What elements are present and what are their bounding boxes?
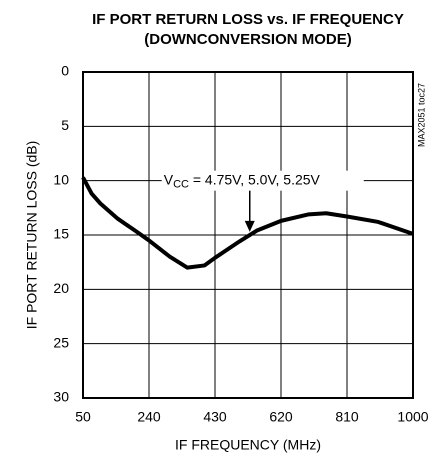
chart-title: (DOWNCONVERSION MODE) — [144, 31, 352, 48]
annotation-bg — [161, 170, 364, 191]
y-tick-label: 5 — [61, 117, 69, 133]
annotation-arrowhead — [244, 220, 255, 232]
x-tick-label: 50 — [75, 409, 91, 425]
y-tick-label: 15 — [53, 226, 69, 242]
y-tick-label: 30 — [53, 389, 69, 405]
chart-title: IF PORT RETURN LOSS vs. IF FREQUENCY — [92, 11, 404, 28]
x-tick-label: 620 — [269, 409, 293, 425]
x-tick-label: 240 — [137, 409, 161, 425]
annotation: VCC = 4.75V, 5.0V, 5.25V — [164, 171, 321, 190]
y-tick-label: 0 — [61, 63, 69, 79]
x-tick-label: 1000 — [397, 409, 428, 425]
y-tick-label: 10 — [53, 171, 69, 187]
x-tick-label: 430 — [203, 409, 227, 425]
annotation-part: V — [164, 171, 174, 187]
annotation-part: = 4.75V, 5.0V, 5.25V — [189, 171, 321, 187]
y-axis-label: IF PORT RETURN LOSS (dB) — [24, 141, 40, 330]
x-tick-label: 810 — [335, 409, 359, 425]
data-line — [81, 176, 414, 270]
plot-frame — [82, 71, 414, 399]
annotation-part: CC — [173, 179, 189, 191]
x-axis-label: IF FREQUENCY (MHz) — [175, 437, 321, 453]
side-note: MAX2051 toc27 — [416, 83, 426, 147]
y-tick-label: 25 — [53, 334, 69, 350]
y-tick-label: 20 — [53, 280, 69, 296]
